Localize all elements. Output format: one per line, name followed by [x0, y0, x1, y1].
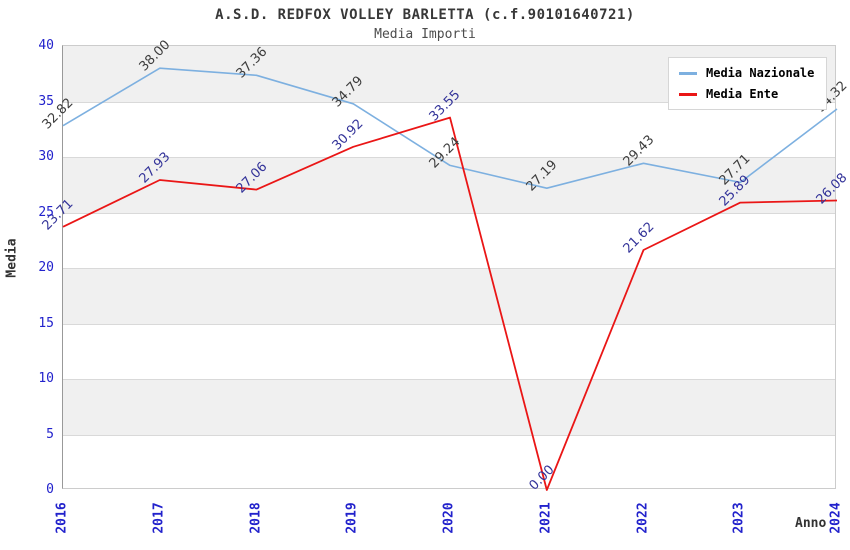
plot-band	[63, 379, 835, 435]
x-tick-label: 2019	[344, 502, 360, 534]
series-lines	[62, 67, 838, 491]
legend-swatch	[679, 71, 697, 75]
x-tick-label: 2020	[441, 502, 457, 534]
legend-swatch	[679, 92, 697, 96]
y-tick-label: 30	[38, 149, 54, 164]
legend-label: Media Ente	[706, 87, 779, 101]
y-tick-label: 15	[38, 315, 54, 331]
legend-label: Media Nazionale	[706, 66, 815, 80]
y-tick-label: 20	[38, 260, 54, 275]
series-line-media-nazionale	[62, 67, 838, 189]
gridline	[63, 268, 835, 269]
gridline	[63, 435, 835, 436]
gridline	[63, 102, 835, 103]
series-line-media-ente	[62, 116, 838, 491]
x-tick-label: 2023	[731, 502, 747, 534]
x-tick-label: 2017	[151, 502, 167, 534]
y-tick-label: 25	[38, 204, 54, 220]
x-tick-label: 2022	[635, 502, 650, 534]
legend: Media Nazionale Media Ente	[668, 57, 828, 110]
y-tick-label: 35	[38, 93, 54, 109]
legend-item-media-nazionale: Media Nazionale	[679, 66, 814, 80]
plot-band	[63, 268, 835, 324]
x-axis-title: Anno	[795, 516, 827, 531]
y-tick-label: 0	[46, 482, 54, 497]
gridline	[63, 379, 835, 380]
gridline	[63, 324, 835, 325]
legend-item-media-ente: Media Ente	[679, 87, 814, 101]
x-tick-label: 2016	[54, 502, 70, 534]
x-tick-label: 2024	[828, 502, 844, 534]
chart-subtitle: Media Importi	[374, 27, 476, 42]
plot-area: 32.82 38.00 37.36 34.79 29.24 27.19 29.43 27.71…	[40, 38, 850, 494]
y-tick-label: 5	[46, 426, 54, 442]
x-tick-label: 2021	[538, 502, 554, 534]
y-axis-title: Media	[4, 238, 20, 278]
chart-title: A.S.D. REDFOX VOLLEY BARLETTA (c.f.90101…	[215, 7, 635, 23]
y-tick-label: 40	[38, 38, 54, 53]
plot-band	[63, 157, 835, 213]
gridline	[63, 157, 835, 158]
x-tick-label: 2018	[248, 502, 263, 534]
gridline	[63, 213, 835, 214]
y-tick-label: 10	[38, 371, 54, 386]
